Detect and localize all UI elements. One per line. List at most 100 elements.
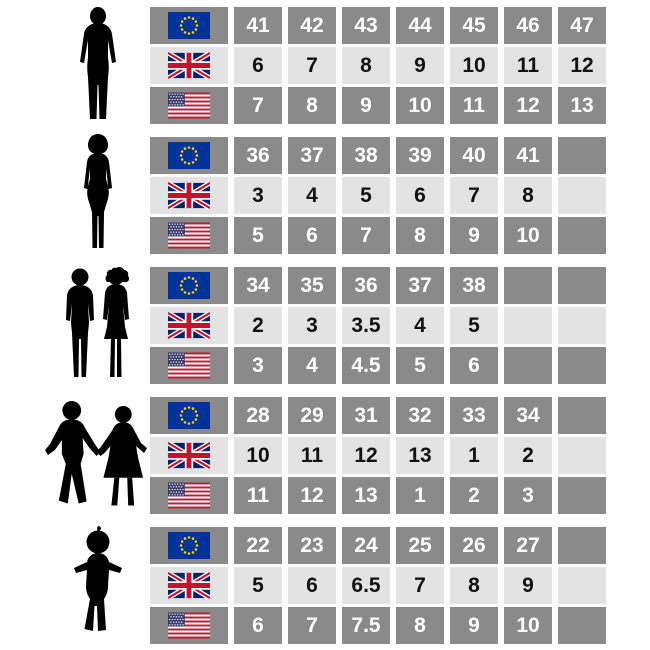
size-row-kids-uk: 2 3 3.5 4 5 xyxy=(150,307,606,344)
woman-silhouette-icon xyxy=(83,134,112,248)
size-cell: 36 xyxy=(234,137,282,174)
size-cell xyxy=(558,567,606,604)
size-group-kids: 34 35 3 6 37 38 2 3 3.5 4 5 3 4 4.5 5 6 xyxy=(0,260,650,390)
size-cell: 8 xyxy=(504,177,552,214)
size-cell: 6 xyxy=(288,217,336,254)
children-silhouette-icon xyxy=(65,266,129,377)
size-cell xyxy=(558,217,606,254)
size-row-men-us: 7 8 9 10 11 12 13 xyxy=(150,87,606,124)
size-cell: 29 xyxy=(288,397,336,434)
uk-flag-cell xyxy=(150,47,228,84)
size-cell: 13 xyxy=(396,437,444,474)
uk-flag-icon xyxy=(168,442,210,469)
us-flag-cell xyxy=(150,477,228,514)
eu-flag-cell xyxy=(150,527,228,564)
uk-flag-icon xyxy=(168,182,210,209)
size-cell: 2 xyxy=(234,307,282,344)
size-cell: 5 xyxy=(234,217,282,254)
size-cell: 23 xyxy=(288,527,336,564)
eu-flag-icon xyxy=(168,12,210,39)
size-cell: 8 xyxy=(342,47,390,84)
size-row-women-eu: 36 37 38 39 40 41 xyxy=(150,137,606,174)
figure-toddler xyxy=(0,520,150,650)
size-row-men-eu: 41 42 43 44 45 46 47 xyxy=(150,7,606,44)
size-cell xyxy=(558,477,606,514)
size-cell xyxy=(558,267,606,304)
size-cell: 43 xyxy=(342,7,390,44)
size-cell: 8 xyxy=(288,87,336,124)
size-cell: 12 xyxy=(558,47,606,84)
eu-flag-cell xyxy=(150,7,228,44)
us-flag-icon xyxy=(168,222,210,249)
size-cell: 44 xyxy=(396,7,444,44)
size-cell: 2 xyxy=(450,477,498,514)
size-cell: 9 xyxy=(342,87,390,124)
size-cell: 8 xyxy=(396,217,444,254)
size-rows-men: 41 42 43 44 45 46 47 6 7 8 9 10 11 12 7 8 9 10 11 12 13 xyxy=(150,0,606,130)
size-cell: 33 xyxy=(450,397,498,434)
size-cell: 11 xyxy=(234,477,282,514)
size-cell: 35 xyxy=(288,267,336,304)
size-cell: 7 xyxy=(234,87,282,124)
us-flag-icon xyxy=(168,352,210,379)
size-cell: 3 xyxy=(504,477,552,514)
size-cell: 12 xyxy=(342,437,390,474)
size-cell: 41 xyxy=(234,7,282,44)
size-cell: 7 xyxy=(396,567,444,604)
uk-flag-icon xyxy=(168,52,210,79)
size-cell: 10 xyxy=(504,607,552,644)
size-cell: 27 xyxy=(504,527,552,564)
size-cell: 38 xyxy=(450,267,498,304)
size-cell: 9 xyxy=(504,567,552,604)
size-cell xyxy=(558,437,606,474)
size-cell: 34 xyxy=(234,267,282,304)
size-cell: 12 xyxy=(504,87,552,124)
size-cell xyxy=(504,267,552,304)
man-silhouette-icon xyxy=(79,7,116,119)
size-cell: 3 xyxy=(288,307,336,344)
size-cell: 37 xyxy=(396,267,444,304)
size-cell: 10 xyxy=(450,47,498,84)
size-cell: 5 xyxy=(396,347,444,384)
size-cell: 5 xyxy=(450,307,498,344)
size-cell: 7 xyxy=(288,47,336,84)
size-cell: 6 xyxy=(234,47,282,84)
size-cell: 25 xyxy=(396,527,444,564)
size-row-men-uk: 6 7 8 9 10 11 12 xyxy=(150,47,606,84)
size-cell xyxy=(558,397,606,434)
uk-flag-icon xyxy=(168,572,210,599)
size-cell: 4 xyxy=(288,177,336,214)
size-cell xyxy=(558,347,606,384)
size-cell: 6 xyxy=(288,567,336,604)
size-row-kids-us: 3 4 4.5 5 6 xyxy=(150,347,606,384)
eu-flag-cell xyxy=(150,267,228,304)
size-cell: 1 xyxy=(396,477,444,514)
size-cell: 32 xyxy=(396,397,444,434)
size-cell xyxy=(504,347,552,384)
size-cell: 13 xyxy=(342,477,390,514)
size-cell: 10 xyxy=(396,87,444,124)
uk-flag-cell xyxy=(150,567,228,604)
size-group-young-kids: 28 29 31 32 33 34 10 11 12 13 1 2 11 12 13 1 2 3 xyxy=(0,390,650,520)
size-rows-toddler: 22 23 24 25 26 27 5 6 6.5 7 8 9 6 7 7.5 8 9 10 xyxy=(150,520,606,650)
size-cell: 9 xyxy=(450,607,498,644)
size-row-women-us: 5 6 7 8 9 10 xyxy=(150,217,606,254)
size-cell: 9 xyxy=(450,217,498,254)
size-cell: 3.5 xyxy=(342,307,390,344)
eu-flag-icon xyxy=(168,142,210,169)
size-cell: 6 xyxy=(234,607,282,644)
size-rows-kids: 34 35 3 6 37 38 2 3 3.5 4 5 3 4 4.5 5 6 xyxy=(150,260,606,390)
toddler-silhouette-icon xyxy=(73,526,122,631)
size-cell: 4.5 xyxy=(342,347,390,384)
size-cell: 31 xyxy=(342,397,390,434)
size-cell: 3 xyxy=(234,177,282,214)
size-row-toddler-us: 6 7 7.5 8 9 10 xyxy=(150,607,606,644)
eu-flag-icon xyxy=(168,402,210,429)
size-cell: 6 xyxy=(450,347,498,384)
size-cell: 7 xyxy=(288,607,336,644)
eu-flag-cell xyxy=(150,397,228,434)
eu-flag-icon xyxy=(168,532,210,559)
